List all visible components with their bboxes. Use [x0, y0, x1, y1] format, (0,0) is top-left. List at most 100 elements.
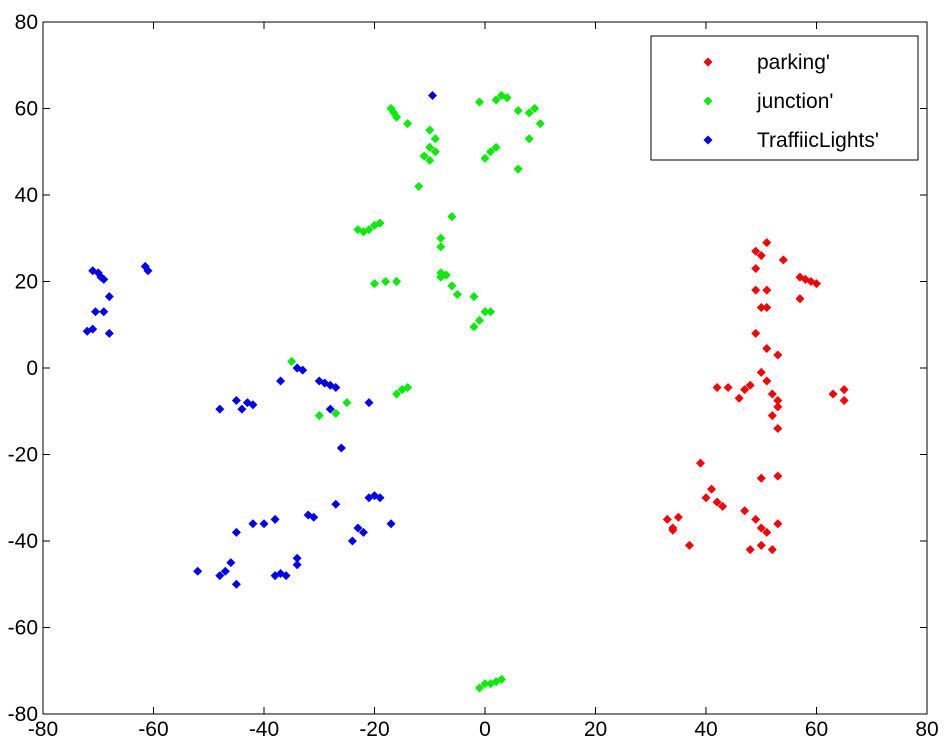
data-point	[276, 376, 286, 386]
y-tick-label: 20	[15, 271, 38, 294]
y-tick-label: -60	[8, 617, 38, 640]
data-point	[795, 294, 805, 304]
legend-box	[650, 35, 919, 161]
data-point	[314, 411, 324, 421]
data-point	[469, 322, 479, 332]
x-tick-label: 0	[479, 718, 491, 741]
data-point	[497, 674, 507, 684]
x-tick-label: 60	[805, 718, 828, 741]
legend-label: junction'	[756, 90, 833, 113]
data-point	[99, 307, 109, 317]
data-point	[812, 279, 821, 289]
data-point	[756, 523, 766, 533]
data-point	[767, 411, 777, 421]
data-point	[358, 527, 368, 537]
data-point	[745, 545, 755, 555]
data-point	[259, 519, 269, 529]
series-0	[662, 238, 849, 555]
data-point	[712, 497, 722, 507]
data-point	[292, 560, 302, 570]
data-point	[701, 493, 711, 503]
data-point	[375, 493, 385, 503]
data-point	[767, 545, 777, 555]
data-point	[403, 119, 413, 129]
data-point	[425, 155, 435, 165]
data-point	[762, 285, 772, 295]
data-point	[392, 389, 402, 399]
legend-label: TraffiicLights'	[757, 129, 879, 152]
data-point	[751, 514, 761, 524]
data-point	[480, 153, 490, 163]
data-point	[430, 134, 440, 144]
data-point	[193, 566, 203, 576]
data-point	[486, 147, 496, 157]
data-point	[220, 566, 230, 576]
data-point	[778, 255, 788, 265]
legend-marker	[703, 57, 713, 67]
data-point	[237, 404, 247, 414]
data-point	[491, 142, 501, 152]
data-point	[486, 307, 496, 317]
data-point	[773, 350, 783, 360]
series-2	[82, 91, 438, 589]
data-points	[82, 91, 849, 693]
data-point	[425, 125, 435, 135]
data-point	[231, 395, 241, 405]
y-tick-label: 40	[15, 184, 38, 207]
data-point	[353, 523, 363, 533]
data-point	[231, 527, 241, 537]
data-point	[325, 404, 335, 414]
data-point	[734, 393, 744, 403]
data-point	[773, 395, 783, 405]
data-point	[104, 292, 114, 302]
data-point	[226, 558, 236, 568]
data-point	[839, 395, 849, 405]
data-point	[756, 302, 766, 312]
data-point	[215, 404, 225, 414]
data-point	[386, 519, 396, 529]
data-point	[428, 91, 438, 101]
data-point	[392, 112, 402, 122]
data-point	[762, 376, 772, 386]
data-point	[740, 506, 750, 516]
data-point	[762, 302, 772, 312]
data-point	[839, 385, 849, 395]
y-tick-label: -40	[8, 530, 38, 553]
data-point	[364, 225, 374, 235]
data-point	[524, 108, 534, 118]
data-point	[248, 400, 258, 410]
x-tick-label: 80	[915, 718, 938, 741]
data-point	[756, 367, 766, 377]
data-point	[668, 525, 678, 535]
data-point	[756, 251, 766, 261]
data-point	[751, 285, 761, 295]
y-tick-label: 60	[15, 98, 38, 121]
data-point	[248, 519, 258, 529]
data-point	[82, 326, 92, 336]
x-tick-label: -20	[359, 718, 389, 741]
data-point	[524, 134, 534, 144]
data-point	[695, 458, 705, 468]
data-point	[756, 540, 766, 550]
data-point	[215, 571, 225, 581]
x-tick-label: -80	[28, 718, 58, 741]
data-point	[331, 408, 341, 418]
data-point	[414, 181, 424, 191]
data-point	[447, 212, 457, 222]
data-point	[773, 402, 783, 412]
x-tick-label: -40	[249, 718, 279, 741]
data-point	[436, 233, 446, 243]
data-point	[303, 510, 313, 520]
data-point	[331, 382, 341, 392]
data-point	[347, 536, 357, 546]
data-point	[480, 307, 490, 317]
data-point	[756, 473, 766, 483]
data-point	[370, 279, 379, 289]
data-point	[99, 274, 109, 284]
data-point	[419, 151, 429, 161]
data-point	[530, 104, 540, 113]
data-point	[535, 119, 545, 129]
data-point	[436, 242, 446, 252]
x-tick-label: -60	[138, 718, 168, 741]
